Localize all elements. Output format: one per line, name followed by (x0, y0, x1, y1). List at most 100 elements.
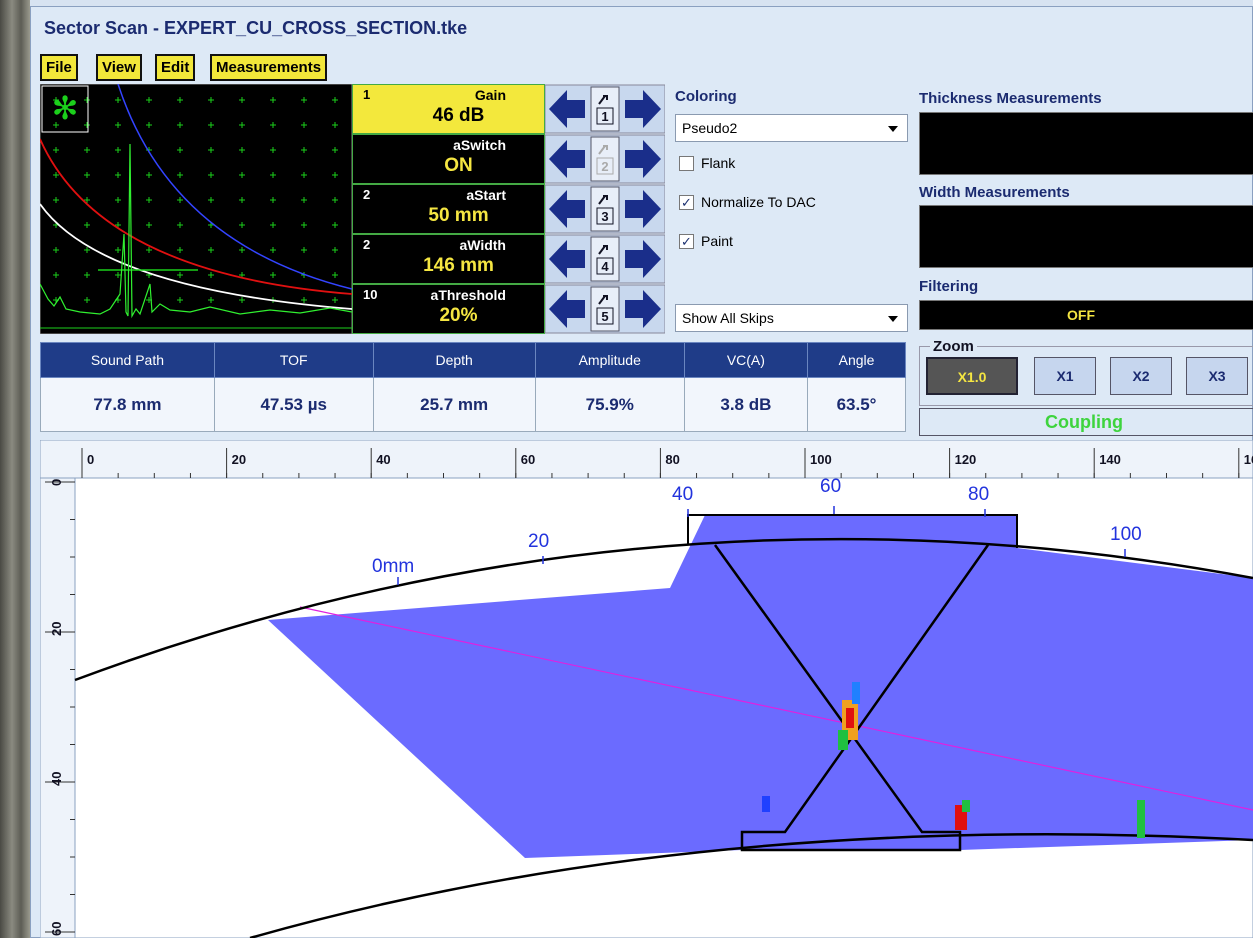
right-arrow[interactable] (625, 90, 661, 128)
right-arrow[interactable] (625, 290, 661, 328)
step-number: 5 (601, 309, 608, 324)
skips-dropdown[interactable]: Show All Skips (675, 304, 908, 332)
right-arrow[interactable] (625, 140, 661, 178)
menu-item[interactable]: Measurements (210, 54, 328, 81)
parameter-value: 46 dB (432, 105, 485, 126)
checkbox[interactable]: Paint (677, 233, 733, 250)
step-num-box (596, 307, 614, 325)
step-buttons: 1 (545, 84, 665, 134)
sector-scan: 0mm 20 40 60 80 100 0 20 40 60 80 100 120 140 160 0 20 40… (40, 440, 1253, 938)
right-arrow[interactable] (625, 240, 661, 278)
zoom-button[interactable]: X2 (1110, 357, 1172, 395)
depth-annotation: 20 (528, 531, 549, 552)
svg-text:✻: ✻ (52, 90, 79, 126)
filtering-label: Filtering (919, 278, 979, 295)
thickness-box (919, 112, 1253, 175)
coloring-label: Coloring (675, 88, 737, 105)
palette-dropdown[interactable]: Pseudo2 (675, 114, 908, 142)
column-header: Sound Path (40, 342, 215, 378)
measurement-table: Sound Path TOF Depth Amplitude VC(A) Angle 77.… (40, 342, 906, 432)
step-glyph (598, 195, 608, 205)
column-header: Depth (372, 342, 536, 378)
measurement-value: 25.7 mm (372, 377, 536, 432)
parameter-value: ON (444, 155, 473, 176)
parameter-index: 2 (363, 187, 371, 202)
step-buttons: 2 (545, 134, 665, 184)
parameter[interactable]: aSwitch ON (352, 134, 545, 184)
ruler-label: 120 (955, 452, 977, 467)
parameter-index: 1 (363, 87, 371, 102)
ruler-label: 80 (665, 452, 679, 467)
checkbox[interactable]: Flank (677, 155, 735, 172)
parameter[interactable]: 2 aStart 50 mm (352, 184, 545, 234)
step-glyph (598, 245, 608, 255)
column-header: Angle (807, 342, 906, 378)
zoom-button[interactable]: X1 (1034, 357, 1096, 395)
thickness-label: Thickness Measurements (919, 90, 1102, 107)
menu-item[interactable]: View (96, 54, 142, 81)
measurement-value: 47.53 µs (213, 377, 374, 432)
menu-item[interactable]: File (40, 54, 78, 81)
parameter-label: aThreshold (430, 287, 506, 303)
parameter-label: aWidth (459, 237, 506, 253)
parameter-label: aStart (466, 187, 506, 203)
parameter-index: 10 (363, 287, 378, 302)
width-label: Width Measurements (919, 184, 1070, 201)
left-arrow[interactable] (549, 240, 585, 278)
a-scan: ✻ (40, 84, 352, 334)
parameter[interactable]: 1 Gain 46 dB (352, 84, 545, 134)
depth-annotation: 0mm (372, 556, 414, 577)
width-box (919, 205, 1253, 268)
right-arrow[interactable] (625, 190, 661, 228)
left-arrow[interactable] (549, 90, 585, 128)
ruler-label: 140 (1099, 452, 1121, 467)
parameter[interactable]: 2 aWidth 146 mm (352, 234, 545, 284)
parameter-label: aSwitch (453, 137, 506, 153)
depth-annotation: 80 (968, 484, 989, 505)
parameter-value: 20% (439, 305, 478, 326)
step-number: 2 (601, 159, 608, 174)
depth-annotation: 100 (1110, 524, 1142, 545)
zoom-button[interactable]: X3 (1186, 357, 1248, 395)
measurement-value: 75.9% (534, 377, 685, 432)
parameter-label: Gain (474, 87, 506, 103)
parameter-value: 146 mm (423, 255, 494, 276)
menu-item[interactable]: Edit (155, 54, 196, 81)
ruler-label: 20 (49, 622, 64, 636)
ruler-label: 20 (232, 452, 246, 467)
measurement-value: 77.8 mm (40, 377, 215, 432)
background-photo (0, 0, 30, 938)
status: Coupling (919, 408, 1253, 436)
step-num-box (596, 207, 614, 225)
left-arrow[interactable] (549, 290, 585, 328)
step-glyph (598, 295, 608, 305)
column-header: VC(A) (683, 342, 809, 378)
step-num-box (596, 157, 614, 175)
ruler-label: 100 (810, 452, 832, 467)
parameter-index: 2 (363, 237, 371, 252)
window-title: Sector Scan - EXPERT_CU_CROSS_SECTION.tk… (44, 18, 468, 38)
step-number: 1 (601, 109, 608, 124)
measurement-value: 3.8 dB (683, 377, 809, 432)
ruler-label: 0 (87, 452, 94, 467)
step-buttons: 4 (545, 234, 665, 284)
depth-annotation: 40 (672, 484, 693, 505)
left-arrow[interactable] (549, 190, 585, 228)
parameter[interactable]: 10 aThreshold 20% (352, 284, 545, 334)
left-arrow[interactable] (549, 140, 585, 178)
parameter-value: 50 mm (428, 205, 489, 226)
step-number: 4 (601, 259, 609, 274)
ruler-label: 60 (521, 452, 535, 467)
step-num-box (596, 257, 614, 275)
zoom-label: Zoom (930, 338, 977, 355)
depth-annotation: 60 (820, 476, 841, 497)
step-glyph (598, 95, 608, 105)
ruler-label: 40 (49, 772, 64, 786)
filtering-value: OFF (919, 300, 1253, 330)
checkbox[interactable]: Normalize To DAC (677, 194, 816, 211)
column-header: Amplitude (534, 342, 685, 378)
column-header: TOF (213, 342, 374, 378)
ruler-label: 160 (1244, 452, 1253, 467)
step-icon[interactable] (590, 236, 620, 282)
zoom-button[interactable]: X1.0 (926, 357, 1018, 395)
